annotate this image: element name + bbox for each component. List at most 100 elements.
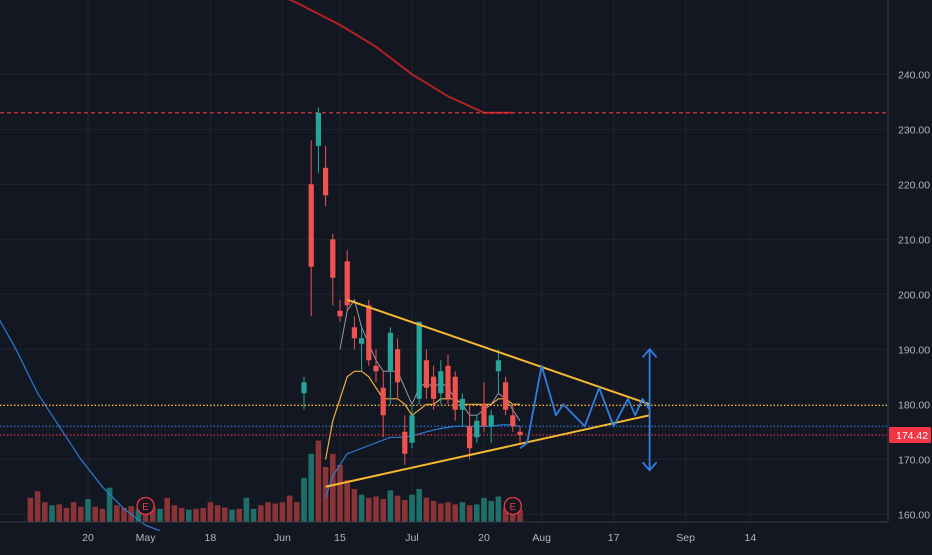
volume-bar	[416, 489, 422, 522]
price-tick-label: 240.00	[898, 69, 930, 81]
price-tick-label: 170.00	[898, 454, 930, 466]
volume-bar	[438, 503, 444, 522]
volume-bar	[495, 496, 502, 522]
earnings-badge	[136, 496, 155, 516]
triangle-lower-line	[325, 414, 650, 488]
candle	[373, 349, 379, 383]
moving-average-long-blue	[0, 319, 161, 532]
candle-body	[330, 239, 336, 278]
candle	[315, 107, 321, 174]
candle	[503, 376, 509, 416]
candle-body	[481, 404, 487, 427]
volume-bar	[243, 497, 250, 522]
candle	[308, 140, 314, 317]
candle-body	[359, 338, 365, 344]
earnings-marker: E	[136, 496, 155, 516]
candle	[395, 338, 401, 399]
volume-bar	[380, 499, 386, 522]
candle	[452, 371, 458, 421]
volume-bar	[135, 508, 142, 522]
candle	[416, 321, 422, 405]
volume-bar	[301, 478, 307, 522]
volume-bar	[351, 489, 358, 522]
volume-bar	[344, 480, 350, 522]
volume-bar	[445, 502, 451, 522]
volume-bar	[70, 502, 77, 522]
volume-bar	[330, 453, 336, 522]
candle	[301, 376, 307, 410]
volume-bar	[193, 508, 199, 522]
candles	[301, 107, 523, 465]
price-tick-label: 220.00	[898, 179, 930, 191]
volume-bar	[373, 496, 379, 522]
volume-bar	[142, 509, 149, 522]
time-tick-label: 20	[82, 532, 94, 544]
range-arrow-up-head	[641, 347, 658, 358]
volume-bar	[394, 495, 401, 522]
volume-bar	[157, 508, 163, 522]
price-tick-label: 210.00	[898, 234, 930, 246]
candle-body	[373, 365, 379, 372]
volume-bar	[272, 503, 278, 522]
projection-path	[519, 364, 651, 450]
candle-body	[344, 261, 350, 306]
candle	[366, 299, 372, 366]
candle	[409, 404, 415, 449]
candle	[488, 409, 494, 443]
volume-bar	[229, 509, 235, 522]
time-axis: 20 May 18 Jun 15 Jul 20 Aug 17 Sep 14	[82, 532, 756, 544]
time-tick-label: 20	[478, 532, 490, 544]
volume-bar	[502, 507, 509, 522]
volume-bar	[315, 440, 322, 522]
candle-body	[308, 184, 314, 267]
time-tick-label: 15	[334, 532, 346, 544]
volume-bars	[27, 440, 523, 522]
volume-bar	[236, 508, 242, 522]
volume-bar	[474, 504, 480, 522]
candle-body	[380, 387, 386, 416]
earnings-label: E	[142, 502, 149, 513]
volume-bar	[42, 502, 48, 522]
candle-body	[431, 376, 437, 399]
volume-bar	[63, 507, 70, 522]
time-tick-label: Jun	[274, 532, 291, 544]
volume-bar	[423, 497, 430, 522]
volume-bar	[322, 467, 329, 522]
candle-body	[445, 365, 451, 399]
volume-bar	[178, 507, 185, 522]
candle-body	[323, 167, 329, 196]
candle	[431, 365, 437, 410]
volume-bar	[387, 490, 394, 522]
volume-bar	[481, 497, 487, 522]
time-tick-label: 17	[608, 532, 620, 544]
volume-bar	[402, 500, 408, 522]
candle	[380, 371, 386, 438]
last-price-label: 174.42	[896, 430, 928, 442]
last-price-badge-background	[889, 426, 931, 443]
time-tick-label: 14	[745, 532, 757, 544]
volume-bar	[337, 464, 343, 522]
candle-body	[452, 376, 458, 410]
price-tick-label: 160.00	[898, 509, 930, 521]
candle	[445, 354, 451, 405]
price-tick-label: 190.00	[898, 344, 930, 356]
candle-body	[416, 321, 422, 399]
candle	[467, 404, 473, 460]
volume-bar	[250, 508, 257, 522]
candle-body	[467, 426, 473, 449]
candle-body	[474, 420, 480, 438]
volume-bar	[452, 504, 458, 522]
volume-bar	[430, 500, 437, 522]
volume-bar	[265, 502, 271, 522]
candle-body	[503, 382, 509, 410]
earnings-marker: E	[503, 496, 522, 516]
candle	[330, 233, 336, 306]
volume-bar	[279, 502, 286, 522]
candle-body	[438, 371, 444, 394]
last-price-badge: 174.42	[889, 426, 931, 443]
volume-bar	[466, 505, 473, 522]
